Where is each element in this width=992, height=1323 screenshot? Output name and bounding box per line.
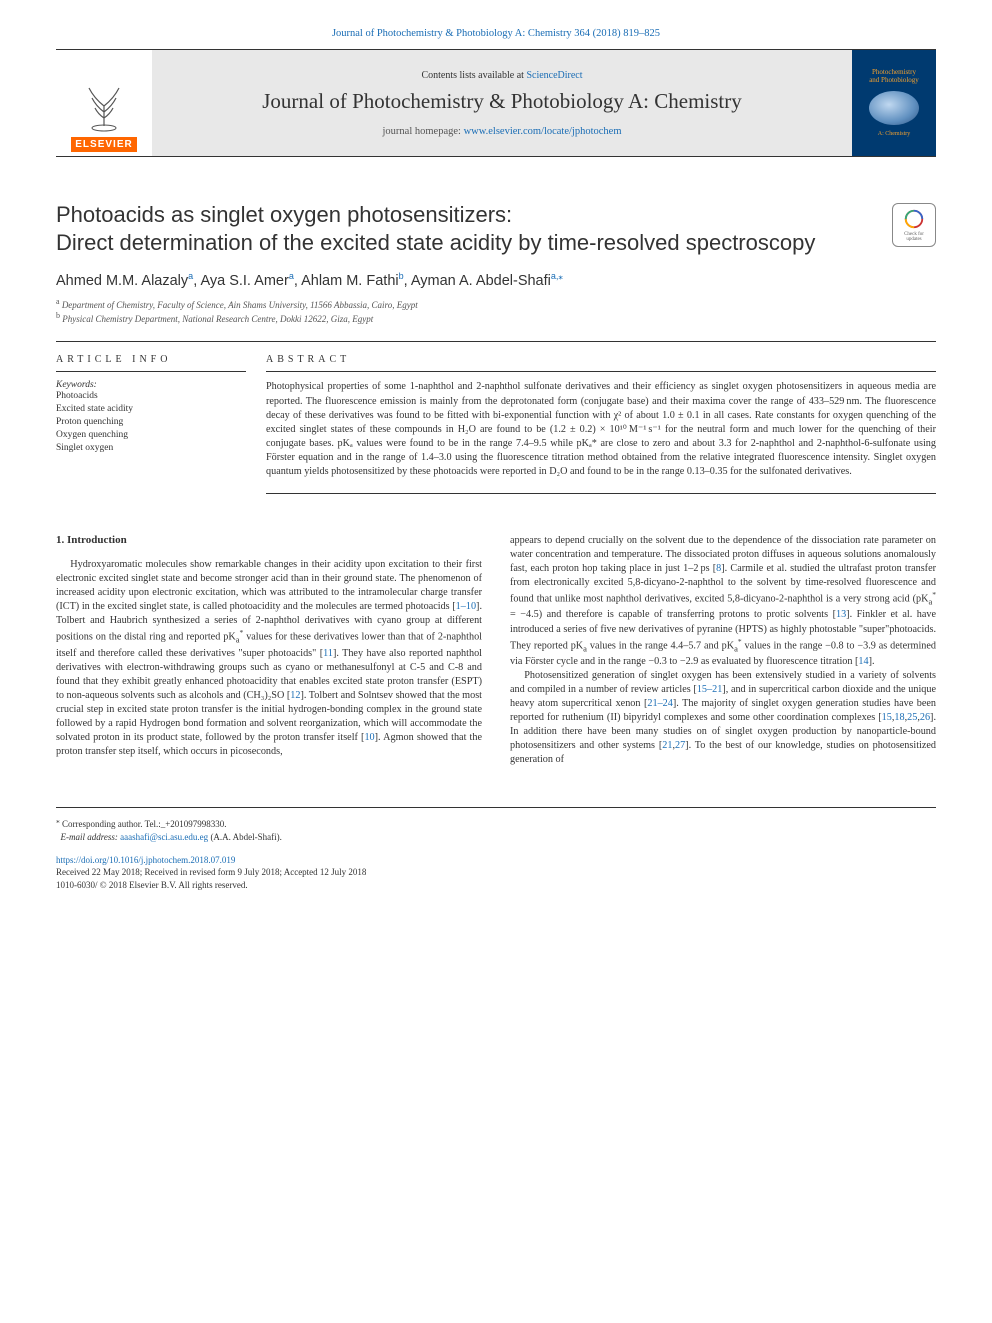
elsevier-wordmark: ELSEVIER bbox=[71, 137, 136, 152]
keyword-item: Singlet oxygen bbox=[56, 442, 246, 455]
crossmark-line2: updates bbox=[906, 237, 921, 242]
crossmark-badge[interactable]: Check for updates bbox=[892, 203, 936, 247]
body-right-column: appears to depend crucially on the solve… bbox=[510, 534, 936, 767]
header-center: Contents lists available at ScienceDirec… bbox=[152, 50, 852, 156]
email-suffix: (A.A. Abdel-Shafi). bbox=[208, 832, 282, 842]
cover-art-icon bbox=[869, 91, 919, 125]
title-line1: Photoacids as singlet oxygen photosensit… bbox=[56, 202, 512, 227]
corr-text: Corresponding author. Tel.:_+20109799833… bbox=[62, 819, 227, 829]
corr-email-link[interactable]: aaashafi@sci.asu.edu.eg bbox=[120, 832, 208, 842]
article-footer: ⁎ Corresponding author. Tel.:_+201097998… bbox=[56, 807, 936, 891]
elsevier-tree-icon bbox=[69, 75, 139, 137]
contents-prefix: Contents lists available at bbox=[421, 70, 526, 81]
article-title: Photoacids as singlet oxygen photosensit… bbox=[56, 201, 876, 257]
homepage-line: journal homepage: www.elsevier.com/locat… bbox=[383, 126, 622, 137]
contents-line: Contents lists available at ScienceDirec… bbox=[421, 70, 582, 81]
cover-line2: and Photobiology bbox=[869, 76, 919, 84]
keywords-label: Keywords: bbox=[56, 380, 246, 390]
doi-link[interactable]: https://doi.org/10.1016/j.jphotochem.201… bbox=[56, 855, 235, 865]
authors-line: Ahmed M.M. Alazalya, Aya S.I. Amera, Ahl… bbox=[56, 271, 936, 289]
affil-a-text: Department of Chemistry, Faculty of Scie… bbox=[62, 300, 418, 310]
email-label: E-mail address: bbox=[61, 832, 121, 842]
cover-title-top: Photochemistry and Photobiology bbox=[869, 69, 919, 84]
intro-para-1: Hydroxyaromatic molecules show remarkabl… bbox=[56, 558, 482, 759]
affiliation-a: a Department of Chemistry, Faculty of Sc… bbox=[56, 297, 936, 311]
affiliations: a Department of Chemistry, Faculty of Sc… bbox=[56, 297, 936, 325]
abstract-column: ABSTRACT Photophysical properties of som… bbox=[266, 342, 936, 494]
article-info-heading: ARTICLE INFO bbox=[56, 354, 246, 372]
journal-header-band: ELSEVIER Contents lists available at Sci… bbox=[56, 49, 936, 157]
top-citation: Journal of Photochemistry & Photobiology… bbox=[56, 28, 936, 39]
intro-para-2: Photosensitized generation of singlet ox… bbox=[510, 669, 936, 768]
homepage-link[interactable]: www.elsevier.com/locate/jphotochem bbox=[464, 126, 622, 137]
issn-copyright-line: 1010-6030/ © 2018 Elsevier B.V. All righ… bbox=[56, 879, 936, 892]
abstract-heading: ABSTRACT bbox=[266, 354, 936, 372]
body-two-columns: 1. Introduction Hydroxyaromatic molecule… bbox=[56, 534, 936, 767]
section-1-heading: 1. Introduction bbox=[56, 534, 482, 546]
keyword-item: Oxygen quenching bbox=[56, 429, 246, 442]
affiliation-b: b Physical Chemistry Department, Nationa… bbox=[56, 311, 936, 325]
journal-cover-thumb: Photochemistry and Photobiology A: Chemi… bbox=[852, 50, 936, 156]
corresponding-author: ⁎ Corresponding author. Tel.:_+201097998… bbox=[56, 816, 936, 831]
intro-para-1-cont: appears to depend crucially on the solve… bbox=[510, 534, 936, 669]
crossmark-icon bbox=[903, 208, 925, 230]
email-line: E-mail address: aaashafi@sci.asu.edu.eg … bbox=[56, 831, 936, 844]
doi-line: https://doi.org/10.1016/j.jphotochem.201… bbox=[56, 854, 936, 867]
keywords-list: PhotoacidsExcited state acidityProton qu… bbox=[56, 390, 246, 454]
cover-subtitle: A: Chemistry bbox=[878, 131, 911, 137]
received-line: Received 22 May 2018; Received in revise… bbox=[56, 866, 936, 879]
homepage-prefix: journal homepage: bbox=[383, 126, 464, 137]
article-info-column: ARTICLE INFO Keywords: PhotoacidsExcited… bbox=[56, 342, 266, 494]
abstract-text: Photophysical properties of some 1-napht… bbox=[266, 380, 936, 494]
affil-b-text: Physical Chemistry Department, National … bbox=[62, 314, 373, 324]
keyword-item: Excited state acidity bbox=[56, 403, 246, 416]
journal-name: Journal of Photochemistry & Photobiology… bbox=[262, 89, 742, 114]
keyword-item: Photoacids bbox=[56, 390, 246, 403]
crossmark-label: Check for updates bbox=[904, 232, 924, 242]
sciencedirect-link[interactable]: ScienceDirect bbox=[526, 70, 582, 81]
elsevier-logo-cell: ELSEVIER bbox=[56, 50, 152, 156]
keyword-item: Proton quenching bbox=[56, 416, 246, 429]
body-left-column: 1. Introduction Hydroxyaromatic molecule… bbox=[56, 534, 482, 767]
title-line2: Direct determination of the excited stat… bbox=[56, 230, 815, 255]
